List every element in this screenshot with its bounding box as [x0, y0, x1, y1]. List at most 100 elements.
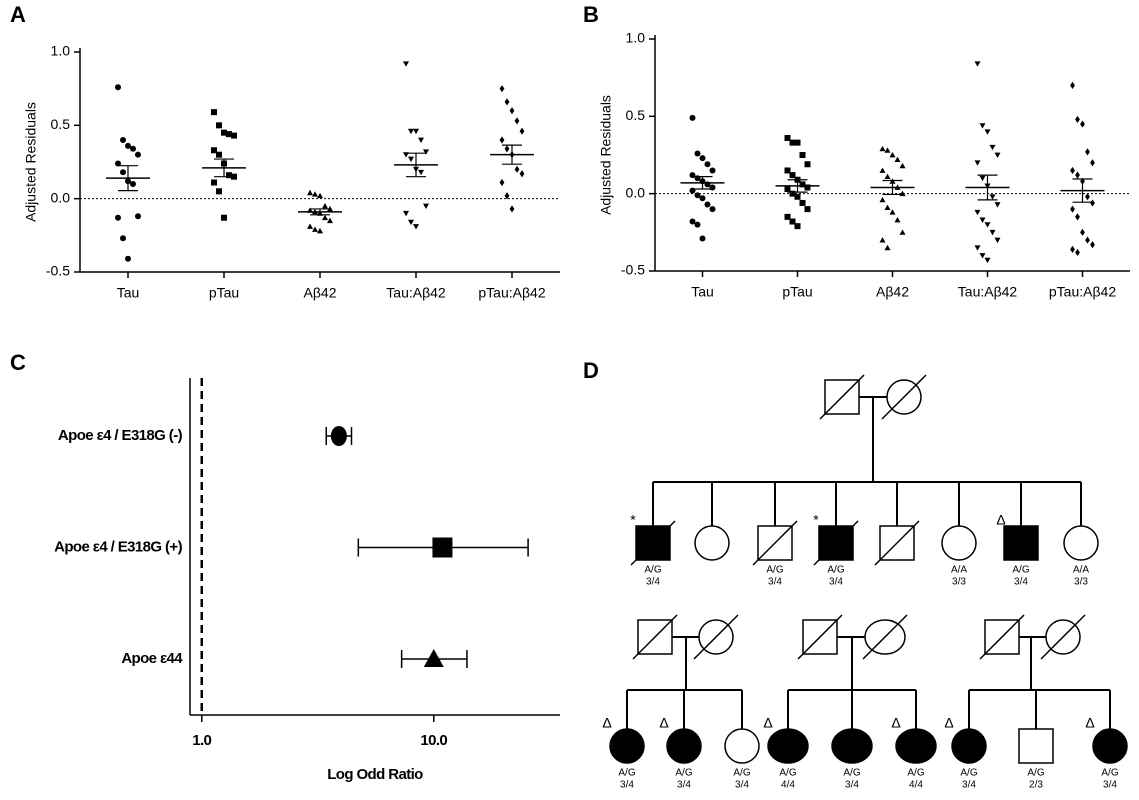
pedigree-female: [767, 728, 809, 764]
x-tick-label: pTau: [782, 284, 812, 300]
point: [989, 229, 996, 236]
point: [1090, 159, 1095, 167]
x-tick-label: Tau: [691, 284, 714, 300]
point: [984, 222, 991, 228]
point: [330, 426, 347, 446]
point: [994, 202, 1001, 208]
point: [1085, 193, 1090, 201]
point: [322, 214, 328, 221]
point: [504, 145, 510, 153]
point: [499, 85, 505, 93]
point: [312, 226, 318, 232]
apoe-genotype: 3/4: [1014, 577, 1028, 588]
x-tick-label: 10.0: [420, 732, 447, 749]
apoe-genotype: 3/3: [1074, 577, 1088, 588]
pedigree-lines: [626, 396, 1111, 729]
point: [1070, 81, 1075, 89]
point: [974, 160, 981, 166]
point: [125, 255, 131, 262]
point: [1085, 148, 1090, 156]
genotype: A/G: [960, 768, 977, 779]
point: [989, 194, 996, 200]
point: [509, 205, 515, 213]
point: [884, 244, 891, 251]
point: [709, 167, 716, 174]
apoe-genotype: 3/4: [845, 780, 859, 791]
point: [408, 156, 414, 163]
point: [699, 195, 706, 202]
y-tick-label: 1.0: [626, 30, 646, 46]
point: [1075, 213, 1080, 221]
y-tick-label: 0.0: [51, 189, 71, 205]
genotype: A/G: [766, 565, 783, 576]
apoe-genotype: 3/4: [768, 577, 782, 588]
member-marker: Δ: [602, 715, 611, 731]
panel-label: B: [583, 2, 599, 27]
point: [514, 117, 520, 125]
point: [514, 165, 520, 173]
member-marker: *: [630, 512, 636, 528]
point: [509, 107, 515, 115]
pedigree-female: [831, 728, 873, 764]
point: [1080, 120, 1085, 128]
point: [884, 204, 891, 210]
member-marker: Δ: [659, 715, 668, 731]
point: [784, 167, 791, 174]
y-tick-label: 0.5: [626, 107, 646, 123]
point: [974, 245, 981, 251]
panel-label: C: [10, 350, 26, 375]
pedigree-female: [895, 728, 937, 764]
point: [979, 123, 986, 129]
point: [889, 209, 896, 215]
point: [784, 186, 791, 193]
apoe-genotype: 3/4: [620, 780, 634, 791]
point: [804, 184, 811, 191]
deceased-slash: [819, 374, 865, 420]
point: [216, 122, 222, 129]
point: [115, 160, 121, 167]
point: [689, 114, 696, 121]
panel-label: A: [10, 2, 26, 27]
point: [504, 192, 510, 200]
x-tick-label: Tau: [117, 285, 140, 301]
deceased-slash: [1040, 614, 1086, 660]
genotype: A/G: [1027, 768, 1044, 779]
point: [327, 217, 333, 224]
point: [135, 151, 141, 158]
point: [804, 206, 811, 213]
point: [974, 209, 981, 216]
point: [989, 144, 996, 151]
pedigree-female: [694, 525, 730, 561]
genotype: A/G: [1012, 565, 1029, 576]
point: [794, 223, 801, 230]
y-tick-label: 0.0: [626, 184, 646, 200]
point: [120, 169, 126, 176]
y-tick-label: Apoe ε44: [121, 650, 183, 667]
point: [413, 224, 419, 230]
point: [1075, 248, 1080, 257]
point: [413, 128, 419, 135]
pedigree-female: [666, 728, 702, 764]
point: [694, 150, 701, 157]
y-axis-label: Adjusted Residuals: [598, 95, 614, 215]
point: [1070, 205, 1075, 213]
apoe-genotype: 3/4: [735, 780, 749, 791]
point: [120, 137, 126, 143]
point: [115, 214, 121, 221]
point: [432, 537, 453, 558]
point: [699, 235, 706, 242]
deceased-slash: [881, 374, 927, 420]
member-marker: Δ: [763, 715, 772, 731]
genotype: A/G: [1101, 768, 1118, 779]
point: [499, 178, 505, 187]
point: [884, 173, 891, 180]
point: [211, 109, 217, 116]
y-tick-label: Apoe ε4 / E318G (+): [54, 538, 182, 555]
pedigree-male: [1018, 728, 1054, 764]
point: [794, 139, 801, 146]
genotype: A/G: [827, 565, 844, 576]
x-tick-label: Tau:Aβ42: [386, 285, 446, 301]
point: [226, 131, 232, 138]
point: [799, 181, 806, 188]
genotype: A/G: [779, 768, 796, 779]
